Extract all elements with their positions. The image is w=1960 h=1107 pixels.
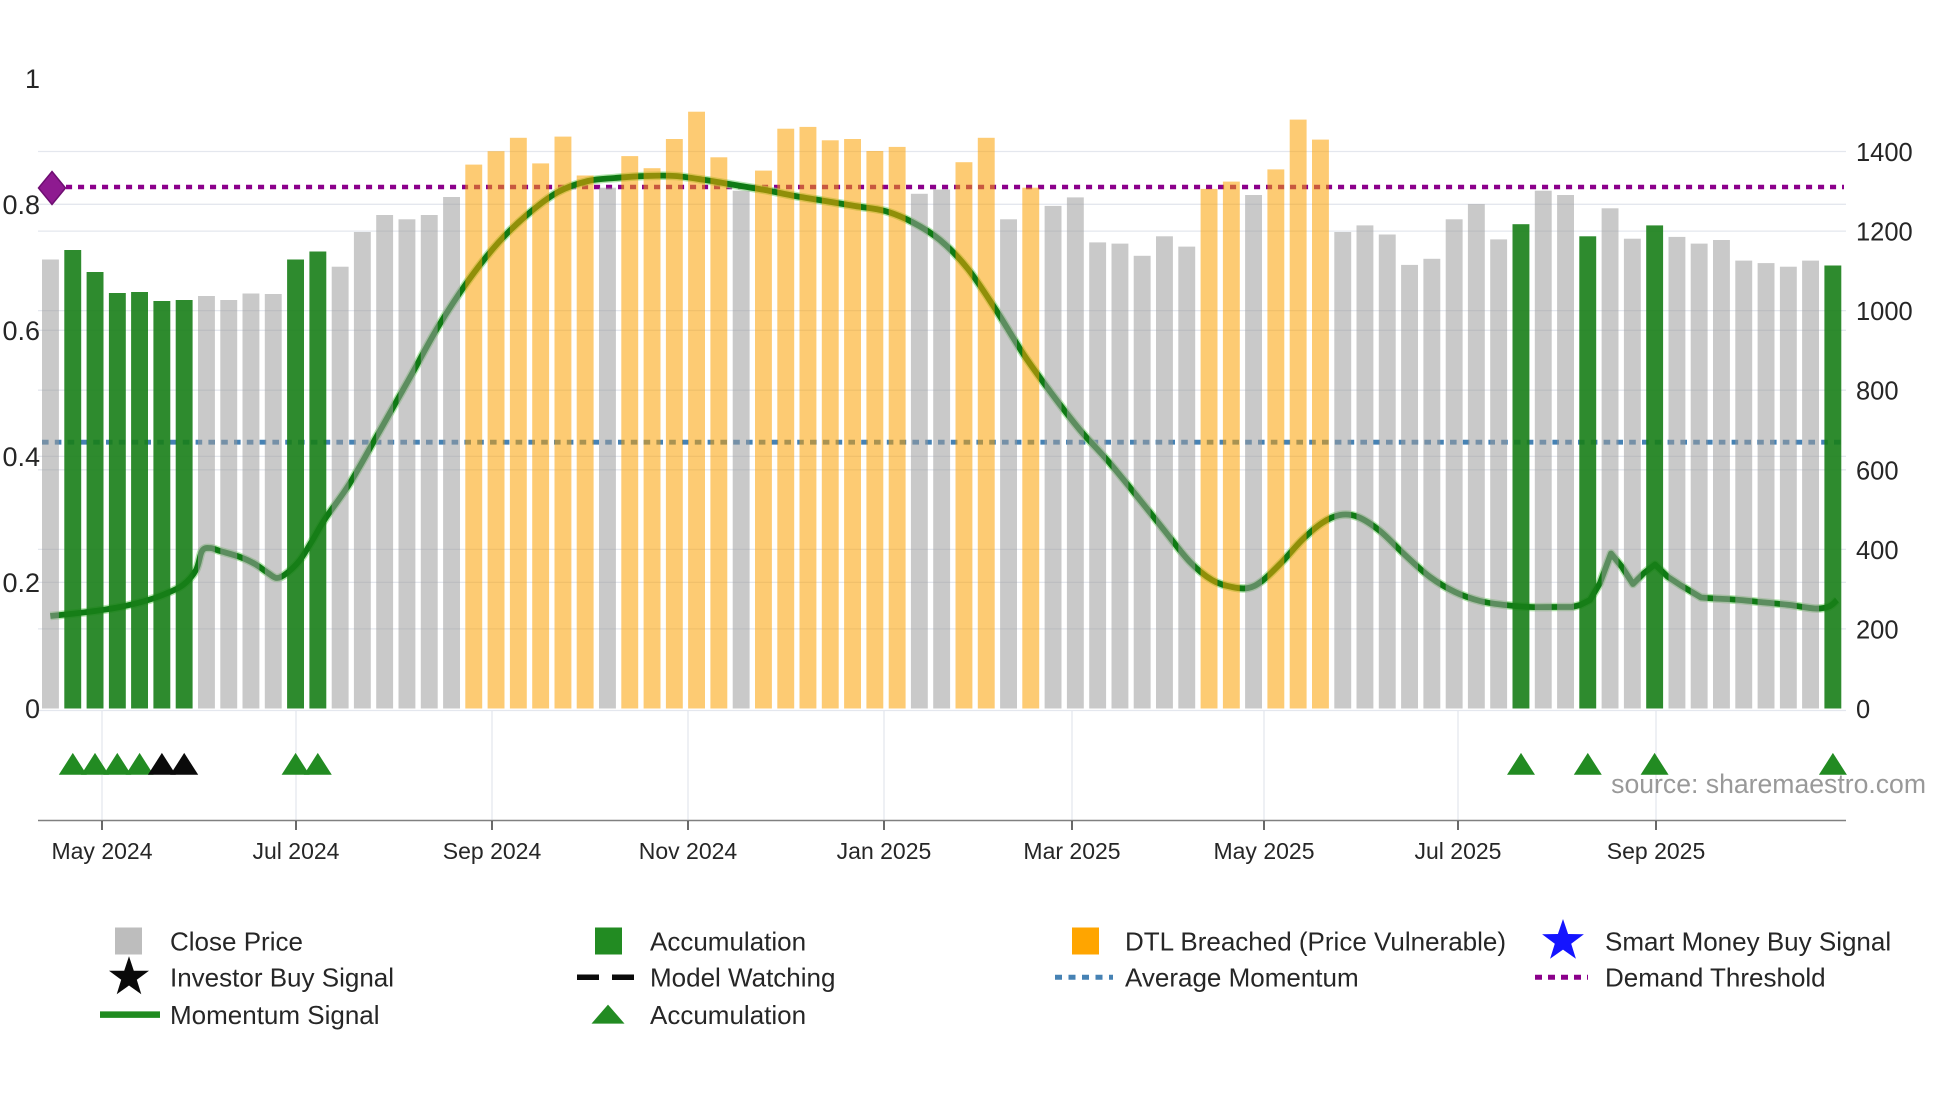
svg-text:Accumulation: Accumulation: [650, 926, 806, 956]
svg-text:200: 200: [1856, 616, 1899, 644]
svg-text:May 2024: May 2024: [51, 838, 152, 864]
svg-text:0: 0: [25, 694, 40, 724]
svg-text:0.8: 0.8: [2, 190, 40, 220]
svg-text:0.2: 0.2: [2, 568, 40, 598]
svg-text:Jan 2025: Jan 2025: [837, 838, 932, 864]
svg-text:Jul 2024: Jul 2024: [253, 838, 340, 864]
svg-text:0.4: 0.4: [2, 442, 40, 472]
svg-text:800: 800: [1856, 378, 1899, 406]
svg-text:Sep 2025: Sep 2025: [1607, 838, 1705, 864]
svg-text:Average Momentum: Average Momentum: [1125, 963, 1359, 993]
svg-text:DTL Breached (Price Vulnerable: DTL Breached (Price Vulnerable): [1125, 926, 1506, 956]
svg-text:Investor Buy Signal: Investor Buy Signal: [170, 963, 394, 993]
svg-text:Accumulation: Accumulation: [650, 1000, 806, 1030]
svg-text:600: 600: [1856, 457, 1899, 485]
svg-text:Smart Money Buy Signal: Smart Money Buy Signal: [1605, 926, 1891, 956]
svg-text:1000: 1000: [1856, 298, 1913, 326]
svg-text:0.6: 0.6: [2, 316, 40, 346]
svg-text:Momentum Signal: Momentum Signal: [170, 1000, 380, 1030]
svg-text:Nov 2024: Nov 2024: [639, 838, 738, 864]
svg-text:1400: 1400: [1856, 139, 1913, 167]
svg-text:1200: 1200: [1856, 219, 1913, 247]
svg-text:Sep 2024: Sep 2024: [443, 838, 542, 864]
svg-text:Mar 2025: Mar 2025: [1023, 838, 1120, 864]
svg-text:Model Watching: Model Watching: [650, 963, 835, 993]
svg-text:Close Price: Close Price: [170, 926, 303, 956]
svg-text:400: 400: [1856, 537, 1899, 565]
svg-text:May 2025: May 2025: [1213, 838, 1314, 864]
svg-text:source: sharemaestro.com: source: sharemaestro.com: [1611, 769, 1926, 799]
svg-text:0: 0: [1856, 696, 1870, 724]
svg-text:Demand Threshold: Demand Threshold: [1605, 963, 1826, 993]
svg-text:1: 1: [25, 64, 40, 94]
svg-text:Jul 2025: Jul 2025: [1415, 838, 1502, 864]
